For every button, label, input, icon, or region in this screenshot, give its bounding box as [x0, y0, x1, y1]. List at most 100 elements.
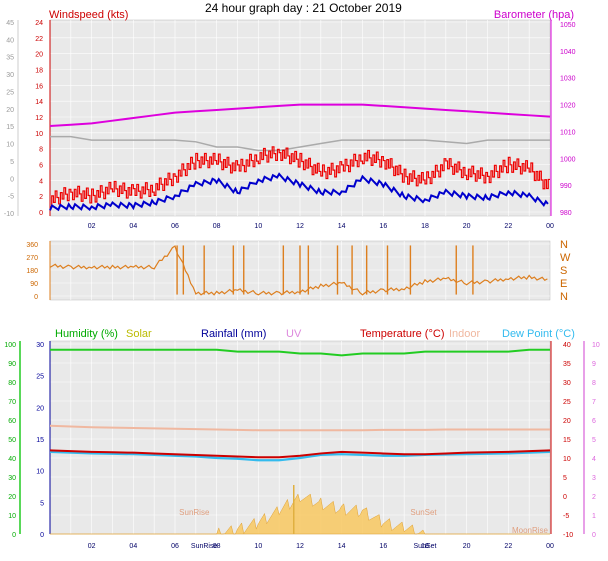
gray-tick-label: 10: [6, 142, 14, 149]
rain-tick-label: 25: [36, 374, 44, 381]
legend-entry: Solar: [126, 328, 152, 340]
sunrise-tick-label: SunRise: [191, 543, 218, 550]
wind-tick-label: 2: [39, 194, 43, 201]
legend-entry: Indoor: [449, 328, 481, 340]
x-tick-label: 02: [88, 543, 96, 550]
x-tick-label: 12: [296, 543, 304, 550]
chart-title: 24 hour graph day : 21 October 2019: [205, 1, 402, 15]
direction-tick-label: 180: [26, 268, 38, 275]
temp-tick-label: 35: [563, 361, 571, 368]
legend-entry: UV: [286, 328, 302, 340]
gray-tick-label: 5: [10, 159, 14, 166]
uv-tick-label: 0: [592, 532, 596, 539]
humidity-tick-label: 10: [8, 513, 16, 520]
gray-tick-label: 35: [6, 55, 14, 62]
temp-tick-label: 25: [563, 399, 571, 406]
temp-tick-label: 0: [563, 494, 567, 501]
uv-tick-label: 4: [592, 456, 596, 463]
wind-gust-line: [50, 146, 550, 208]
uv-tick-label: 9: [592, 361, 596, 368]
x-tick-label: 20: [463, 543, 471, 550]
humidity-tick-label: 80: [8, 380, 16, 387]
temp-tick-label: 5: [563, 475, 567, 482]
solar-area: [50, 493, 550, 535]
wind-tick-label: 16: [35, 83, 43, 90]
gray-tick-label: 45: [6, 20, 14, 27]
x-tick-label: 14: [338, 223, 346, 230]
gray-tick-label: 30: [6, 72, 14, 79]
sunrise-label: SunRise: [179, 508, 210, 517]
humidity-tick-label: 40: [8, 456, 16, 463]
x-tick-label: 06: [171, 223, 179, 230]
direction-tick-label: 360: [26, 242, 38, 249]
temp-tick-label: 10: [563, 456, 571, 463]
uv-tick-label: 1: [592, 513, 596, 520]
gray-tick-label: 20: [6, 107, 14, 114]
rain-tick-label: 0: [40, 532, 44, 539]
rain-tick-label: 30: [36, 342, 44, 349]
x-tick-label: 18: [421, 543, 429, 550]
legend-entry: Humidity (%): [55, 328, 118, 340]
wind-tick-label: 10: [35, 131, 43, 138]
barometer-tick-label: 990: [560, 183, 572, 190]
x-tick-label: 10: [254, 543, 262, 550]
gray-tick-label: 0: [10, 176, 14, 183]
x-tick-label: 08: [213, 223, 221, 230]
x-tick-label: 00: [546, 543, 554, 550]
x-tick-label: 16: [379, 543, 387, 550]
humidity-tick-label: 90: [8, 361, 16, 368]
dewpoint-line: [49, 450, 551, 462]
direction-letter-label: S: [560, 265, 567, 277]
uv-tick-label: 2: [592, 494, 596, 501]
temp-tick-label: 40: [563, 342, 571, 349]
wind-tick-label: 4: [39, 178, 43, 185]
wind-tick-label: 8: [39, 147, 43, 154]
barometer-tick-label: 1010: [560, 129, 576, 136]
wind-tick-label: 18: [35, 68, 43, 75]
wind-tick-label: 20: [35, 52, 43, 59]
uv-tick-label: 7: [592, 399, 596, 406]
x-tick-label: 12: [296, 223, 304, 230]
humidity-line: [50, 348, 550, 357]
humidity-tick-label: 0: [12, 532, 16, 539]
gray-tick-label: 15: [6, 124, 14, 131]
uv-tick-label: 8: [592, 380, 596, 387]
sunset-label: SunSet: [410, 508, 437, 517]
gray-tick-label: -5: [8, 194, 14, 201]
wind-axis-title: Windspeed (kts): [49, 9, 128, 21]
sunset-tick-label: SunSet: [414, 543, 437, 550]
gray-tick-label: 40: [6, 37, 14, 44]
wind-tick-label: 14: [35, 99, 43, 106]
barometer-line: [49, 103, 551, 128]
baseline-gray-line: [50, 135, 550, 152]
direction-tick-label: 90: [30, 281, 38, 288]
x-tick-label: 02: [88, 223, 96, 230]
wind-tick-label: 12: [35, 115, 43, 122]
direction-letter-label: N: [560, 239, 568, 251]
moonrise-label: MoonRise: [512, 526, 549, 535]
x-tick-label: 16: [379, 223, 387, 230]
humidity-tick-label: 70: [8, 399, 16, 406]
x-tick-label: 14: [338, 543, 346, 550]
uv-tick-label: 10: [592, 342, 600, 349]
legend-entry: Rainfall (mm): [201, 328, 266, 340]
barometer-tick-label: 1040: [560, 49, 576, 56]
gray-tick-label: -10: [4, 211, 14, 218]
uv-tick-label: 3: [592, 475, 596, 482]
humidity-tick-label: 30: [8, 475, 16, 482]
x-tick-label: 20: [463, 223, 471, 230]
humidity-tick-label: 60: [8, 418, 16, 425]
barometer-tick-label: 1050: [560, 22, 576, 29]
rain-tick-label: 5: [40, 500, 44, 507]
rain-tick-label: 20: [36, 405, 44, 412]
barometer-tick-label: 1000: [560, 156, 576, 163]
direction-letter-label: E: [560, 278, 567, 290]
uv-tick-label: 6: [592, 418, 596, 425]
wind-tick-label: 0: [39, 210, 43, 217]
barometer-axis-title: Barometer (hpa): [494, 9, 574, 21]
x-tick-label: 04: [129, 543, 137, 550]
x-tick-label: 04: [129, 223, 137, 230]
wind-tick-label: 6: [39, 163, 43, 170]
humidity-tick-label: 20: [8, 494, 16, 501]
